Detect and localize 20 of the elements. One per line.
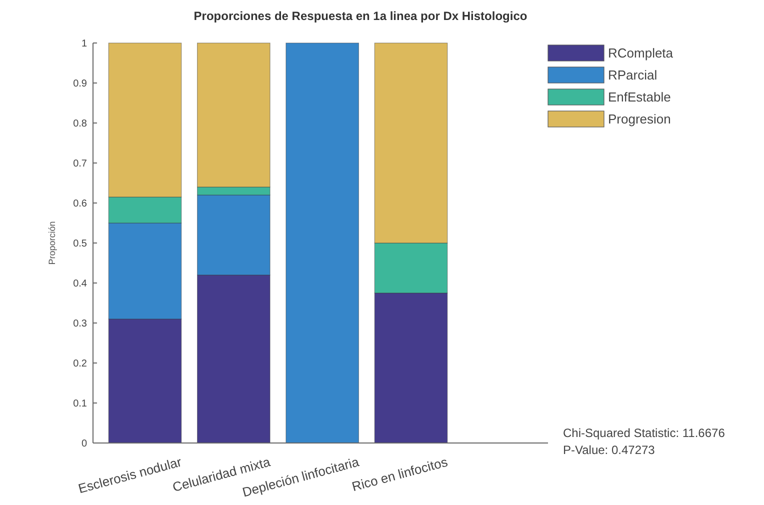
legend-label: EnfEstable	[608, 90, 671, 105]
y-tick-label: 0.1	[73, 398, 88, 410]
y-tick-label: 0.2	[73, 358, 88, 370]
legend-label: RCompleta	[608, 46, 674, 61]
y-tick-label: 0.9	[73, 78, 88, 90]
y-tick-label: 0.7	[73, 158, 88, 170]
text: P-Value: 0.47273	[563, 443, 656, 458]
y-tick-label: 0	[81, 438, 88, 450]
y-tick-label: 0.8	[73, 118, 88, 130]
legend-label: Progresion	[608, 112, 671, 127]
bar	[286, 42, 359, 444]
y-tick-label: 0.6	[73, 198, 88, 210]
y-tick-label: 0.4	[73, 278, 88, 290]
text: Chi-Squared Statistic: 11.6676	[563, 426, 726, 440]
y-axis-title: Proporción	[47, 221, 57, 265]
chart-title: Proporciones de Respuesta en 1a linea por Dx Histologico	[194, 9, 528, 23]
legend-label: RParcial	[608, 68, 658, 83]
y-tick-label: 1	[81, 38, 88, 50]
y-tick-label: 0.3	[73, 318, 88, 330]
y-tick-label: 0.5	[73, 238, 88, 250]
